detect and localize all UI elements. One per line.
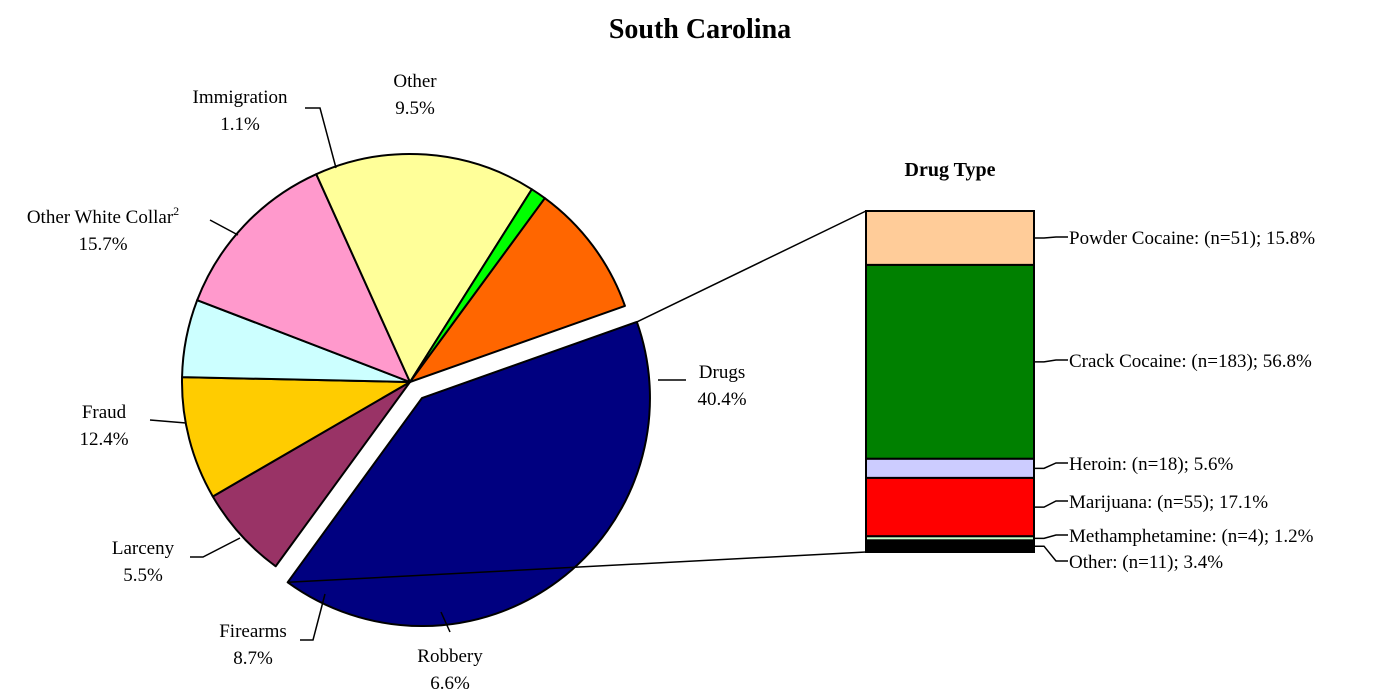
leader-line-fraud xyxy=(149,419,187,424)
slice-value-robbery: 6.6% xyxy=(430,673,470,692)
footnote-marker: 2 xyxy=(173,204,179,218)
bar-leader-methamphetamine xyxy=(1034,534,1068,540)
slice-label-other-white-collar: Other White Collar2 xyxy=(27,204,179,228)
pie-chart: Drugs 40.4% Robbery 6.6% Firearms 8.7% Larceny… xyxy=(27,71,747,692)
bar-leader-heroin xyxy=(1034,462,1068,470)
leader-line-other-white-collar xyxy=(209,219,239,236)
bar-leader-other xyxy=(1034,545,1068,562)
pie-slice-fraud xyxy=(196,173,411,383)
slice-value-drugs: 40.4% xyxy=(697,389,746,410)
slice-label-larceny: Larceny xyxy=(112,538,175,559)
bar-label-heroin: Heroin: (n=18); 5.6% xyxy=(1069,454,1233,475)
pie-slice-drugs xyxy=(286,320,651,627)
leader-line-larceny xyxy=(190,537,241,558)
bar-leader-crack-cocaine xyxy=(1034,359,1068,363)
slice-value-other: 9.5% xyxy=(395,98,435,119)
bar-segment-powder-cocaine xyxy=(865,210,1035,266)
slice-value-immigration: 1.1% xyxy=(220,114,260,135)
slice-value-other-white-collar: 15.7% xyxy=(78,234,127,255)
slice-value-larceny: 5.5% xyxy=(123,565,163,586)
drug-type-title: Drug Type xyxy=(905,159,996,181)
bar-label-marijuana: Marijuana: (n=55); 17.1% xyxy=(1069,492,1268,513)
connector-bottom xyxy=(287,551,867,584)
slice-label-other: Other xyxy=(393,71,437,92)
chart-title: South Carolina xyxy=(609,14,791,45)
bar-segment-heroin xyxy=(865,457,1035,479)
bar-leader-powder-cocaine xyxy=(1034,236,1068,239)
connector-top xyxy=(636,210,867,323)
slice-label-fraud: Fraud xyxy=(82,402,127,423)
connector-lines xyxy=(287,210,867,584)
slice-label-immigration: Immigration xyxy=(193,87,288,108)
leader-line-robbery xyxy=(440,611,451,633)
bar-label-methamphetamine: Methamphetamine: (n=4); 1.2% xyxy=(1069,526,1314,547)
bar-segment-crack-cocaine xyxy=(865,263,1035,460)
bar-segment-marijuana xyxy=(865,476,1035,538)
slice-value-fraud: 12.4% xyxy=(79,429,128,450)
leader-line-immigration xyxy=(305,107,337,169)
bar-leader-marijuana xyxy=(1034,500,1068,508)
bar-label-crack-cocaine: Crack Cocaine: (n=183); 56.8% xyxy=(1069,351,1312,372)
bar-label-other: Other: (n=11); 3.4% xyxy=(1069,552,1223,573)
slice-value-firearms: 8.7% xyxy=(233,648,273,669)
slice-label-drugs: Drugs xyxy=(699,362,745,383)
slice-label-robbery: Robbery xyxy=(417,646,483,667)
pie-slice-other xyxy=(409,197,626,383)
bar-label-powder-cocaine: Powder Cocaine: (n=51); 15.8% xyxy=(1069,228,1315,249)
drug-type-stacked-bar: Powder Cocaine: (n=51); 15.8% Crack Cocai… xyxy=(865,210,1315,573)
slice-label-firearms: Firearms xyxy=(219,621,287,642)
bar-segment-other xyxy=(865,539,1035,554)
leader-line-firearms xyxy=(300,593,326,641)
pie-slice-firearms xyxy=(181,376,411,498)
